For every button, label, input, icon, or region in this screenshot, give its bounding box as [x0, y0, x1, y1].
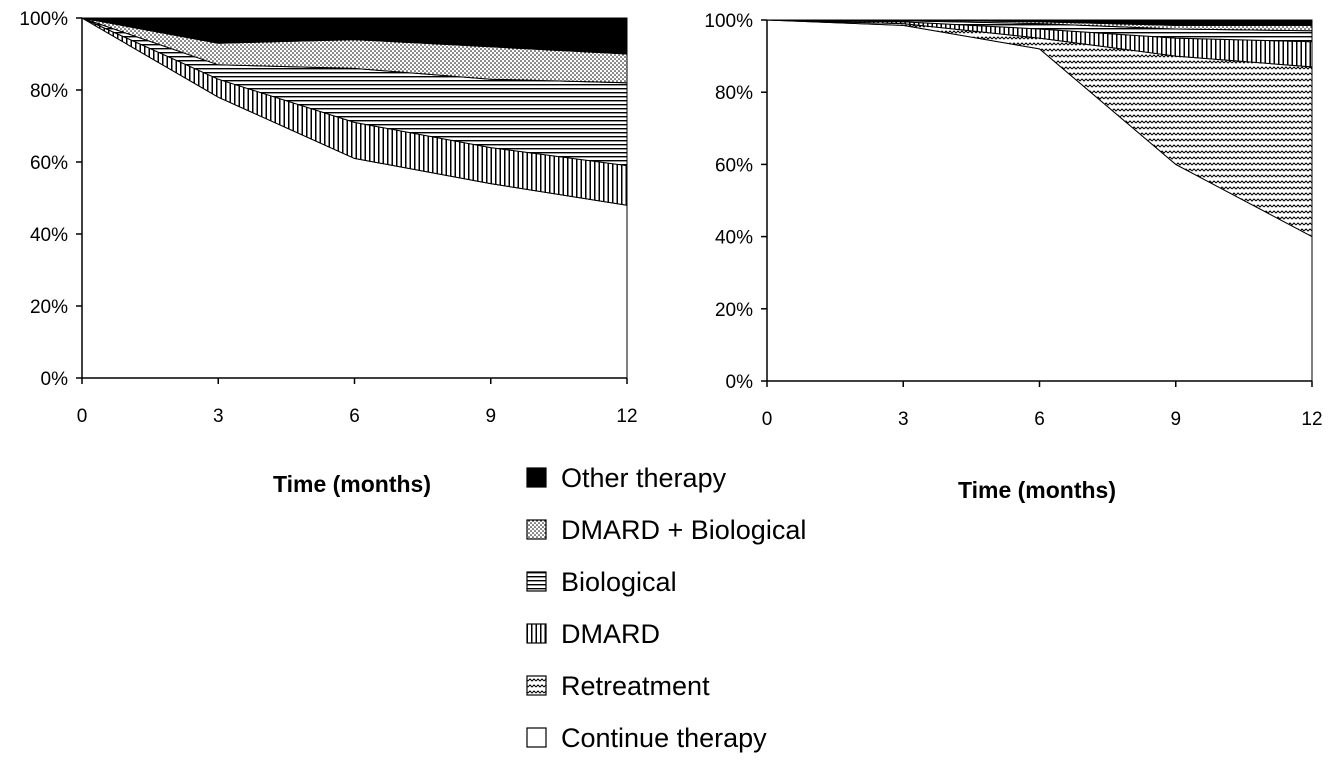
legend-label: Biological — [561, 567, 677, 597]
chart-left-ytick-label: 20% — [30, 297, 68, 318]
legend-item-retreatment: Retreatment — [526, 671, 710, 701]
chart-right-ytick-label: 20% — [715, 300, 753, 321]
legend: Other therapy DMARD + Biological Biologica… — [526, 463, 806, 753]
chart-right-xlabel: Time (months) — [958, 477, 1116, 503]
legend-label: Other therapy — [561, 463, 727, 493]
legend-swatch-retreatment — [526, 675, 547, 696]
chart-left-xtick-label: 6 — [349, 406, 360, 427]
chart-right-ytick-label: 60% — [715, 155, 753, 176]
chart-right-xtick-label: 0 — [762, 409, 773, 430]
legend-label: DMARD + Biological — [561, 515, 806, 545]
legend-item-dmard: DMARD — [526, 619, 660, 649]
chart-right-xtick-label: 6 — [1034, 409, 1045, 430]
chart-left: 0% 20% 40% 60% 80% 100% 0 3 6 9 12 — [19, 9, 637, 427]
chart-left-ytick-label: 0% — [41, 369, 69, 390]
chart-left-ytick-label: 100% — [19, 9, 68, 30]
chart-left-xtick-label: 9 — [485, 406, 496, 427]
legend-item-other-therapy: Other therapy — [526, 463, 727, 493]
chart-right-xtick-label: 12 — [1301, 409, 1322, 430]
chart-left-xtick-label: 0 — [77, 406, 88, 427]
legend-item-biological: Biological — [526, 567, 677, 597]
chart-right-ytick-label: 0% — [726, 372, 754, 393]
chart-left-xlabel: Time (months) — [273, 471, 431, 497]
legend-label: Continue therapy — [561, 723, 767, 753]
legend-swatch-other-therapy — [526, 467, 547, 488]
chart-left-ytick-label: 60% — [30, 153, 68, 174]
legend-swatch-dmard-biological — [526, 519, 547, 540]
chart-right-ytick-label: 80% — [715, 83, 753, 104]
chart-right-xtick-label: 9 — [1170, 409, 1181, 430]
legend-item-continue-therapy: Continue therapy — [526, 723, 767, 753]
chart-left-xtick-label: 3 — [213, 406, 224, 427]
chart-right: 0% 20% 40% 60% 80% 100% 0 3 6 9 12 — [704, 11, 1322, 430]
legend-item-dmard-biological: DMARD + Biological — [526, 515, 806, 545]
legend-swatch-continue-therapy — [526, 727, 547, 748]
chart-right-ytick-label: 100% — [704, 11, 753, 32]
legend-swatch-dmard — [526, 623, 547, 644]
chart-right-ytick-label: 40% — [715, 228, 753, 249]
legend-swatch-biological — [526, 571, 547, 592]
chart-left-xtick-label: 12 — [616, 406, 637, 427]
chart-left-ytick-label: 80% — [30, 81, 68, 102]
legend-label: Retreatment — [561, 671, 710, 701]
chart-right-xtick-label: 3 — [898, 409, 909, 430]
legend-label: DMARD — [561, 619, 660, 649]
chart-left-ytick-label: 40% — [30, 225, 68, 246]
